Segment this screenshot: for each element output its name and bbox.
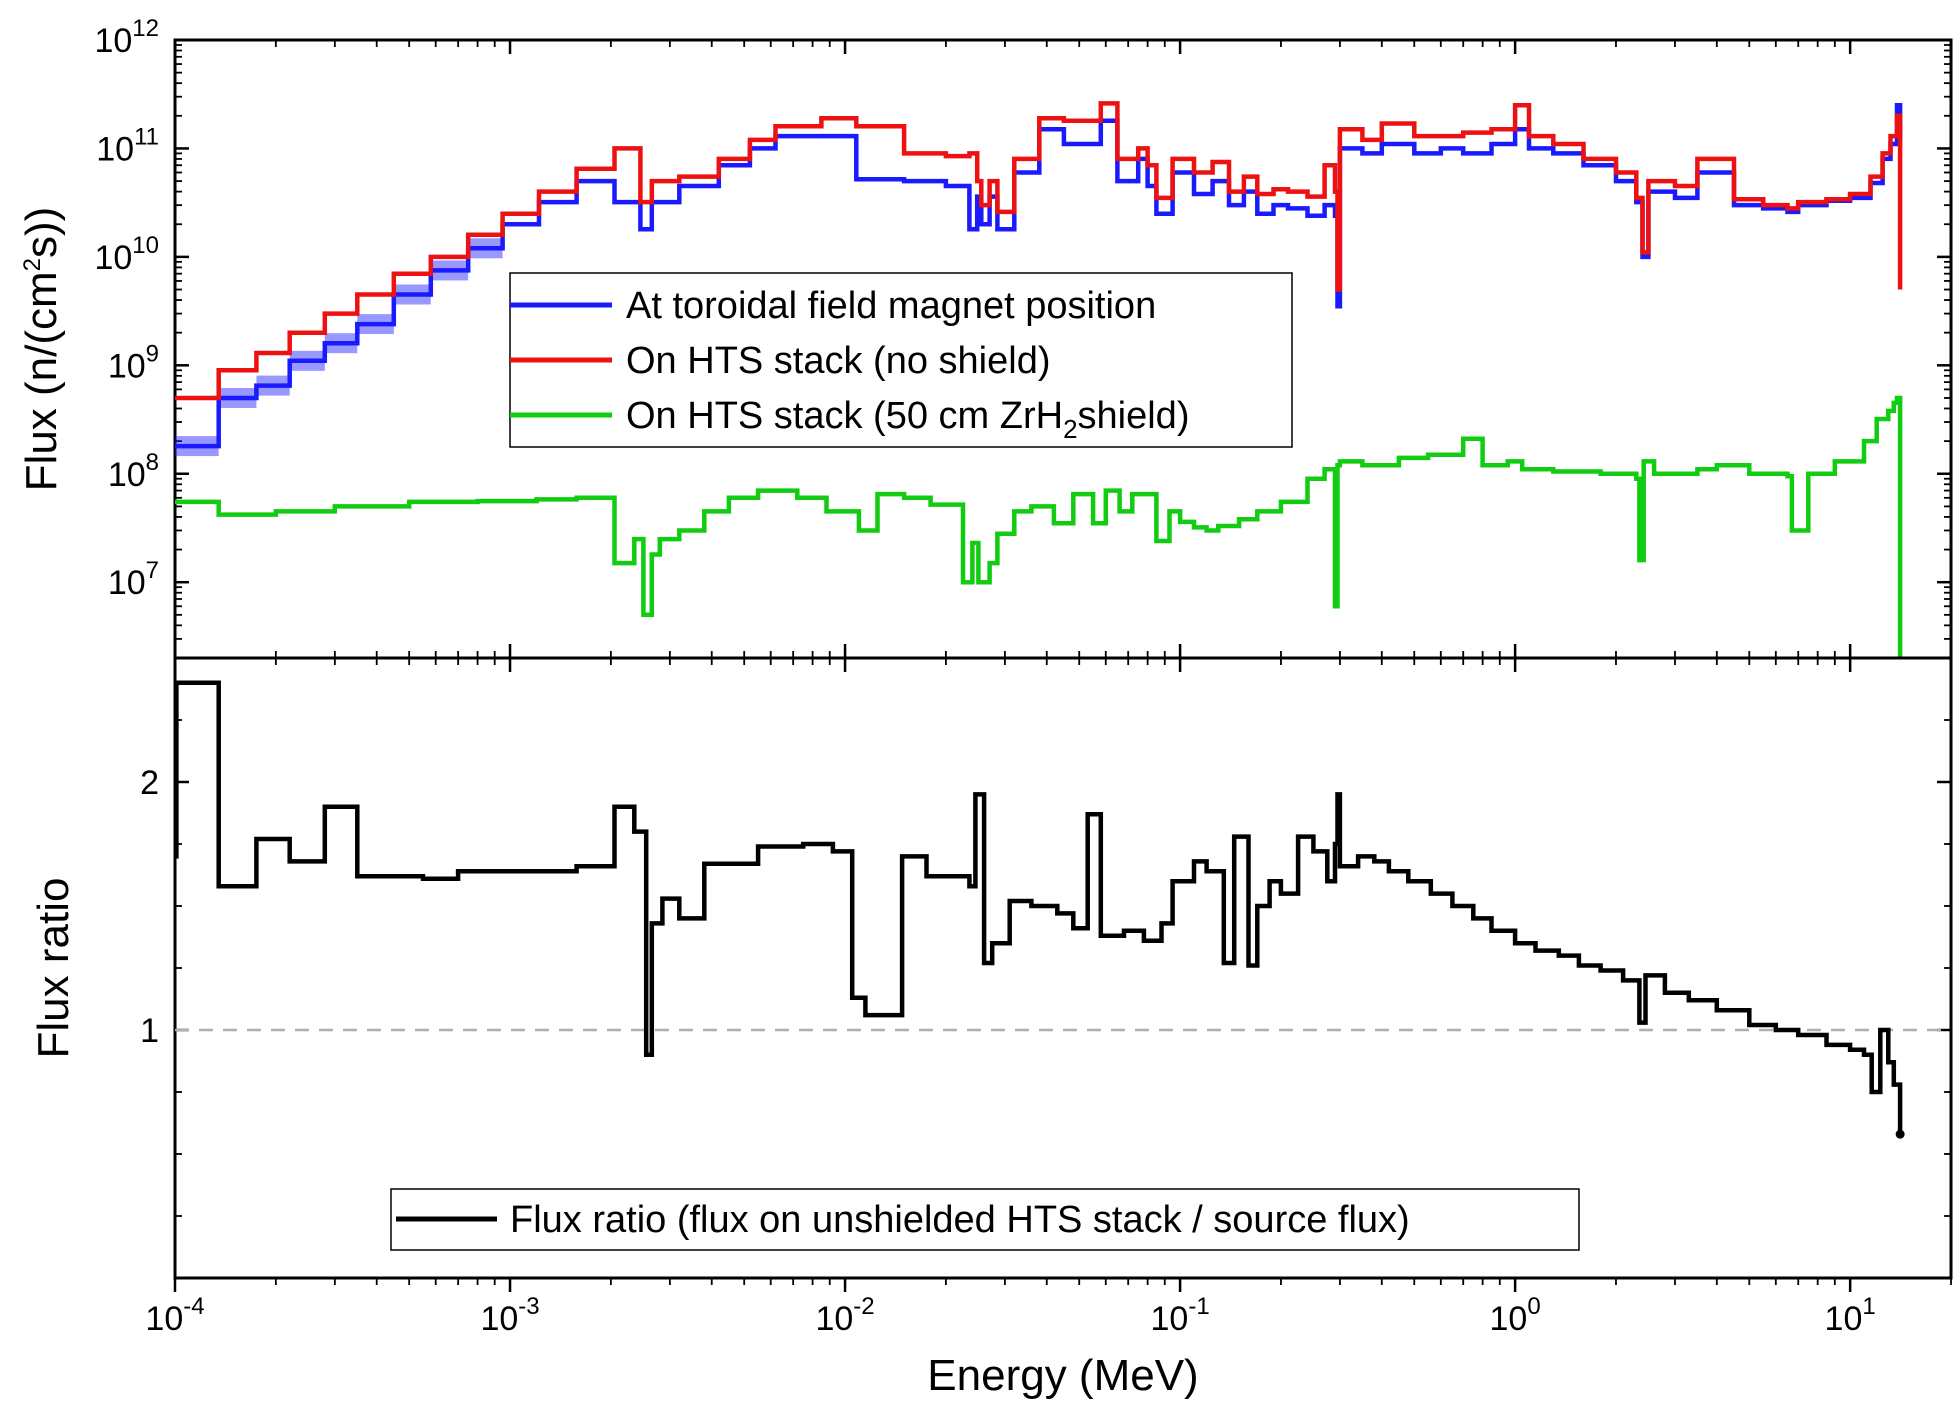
bottom-legend-label: Flux ratio (flux on unshielded HTS stack… [510, 1199, 1410, 1241]
top-panel: 1012 1011 1010 109 108 107 Flux (n/(cm2s)) At t… [17, 15, 1953, 660]
x-tick-label: 100 [1490, 1293, 1541, 1338]
x-tick-label: 10-2 [815, 1293, 874, 1338]
ratio-series-line [174, 680, 1903, 1135]
top-y-tick-label: 107 [108, 557, 159, 602]
series-line-1 [175, 101, 1903, 401]
x-axis-title: Energy (MeV) [927, 1351, 1198, 1400]
legend-label-1: On HTS stack (no shield) [626, 340, 1050, 382]
top-y-tick-label: 109 [108, 340, 159, 385]
series-line-0 [175, 103, 1903, 449]
top-y-tick-label: 108 [108, 449, 159, 494]
ratio-end-point [1895, 1129, 1905, 1139]
bottom-plot-frame [173, 656, 1953, 1280]
x-tick-label: 10-1 [1151, 1293, 1210, 1338]
top-y-tick-label: 1010 [94, 232, 159, 277]
legend-label-0: At toroidal field magnet position [626, 285, 1156, 327]
bottom-panel: 2 1 10-4 10-3 10-2 10-1 100 101 Energy (MeV) Flux… [29, 656, 1953, 1400]
bottom-legend-box [390, 1188, 1580, 1251]
bottom-y-tick-label: 2 [140, 764, 159, 802]
top-y-tick-label: 1012 [94, 15, 159, 60]
x-tick-label: 101 [1825, 1293, 1876, 1338]
top-y-tick-label: 1011 [96, 123, 159, 168]
bottom-y-axis-title: Flux ratio [29, 878, 78, 1059]
x-tick-label: 10-4 [145, 1293, 204, 1338]
top-y-axis-title: Flux (n/(cm2s)) [17, 207, 66, 492]
bottom-y-tick-label: 1 [140, 1012, 159, 1050]
bottom-legend: Flux ratio (flux on unshielded HTS stack… [390, 1188, 1580, 1251]
series-line-2 [175, 395, 1903, 658]
top-legend: At toroidal field magnet position On HTS … [509, 272, 1293, 448]
x-tick-label: 10-3 [480, 1293, 539, 1338]
legend-label-2: On HTS stack (50 cm ZrH2shield) [626, 395, 1189, 444]
